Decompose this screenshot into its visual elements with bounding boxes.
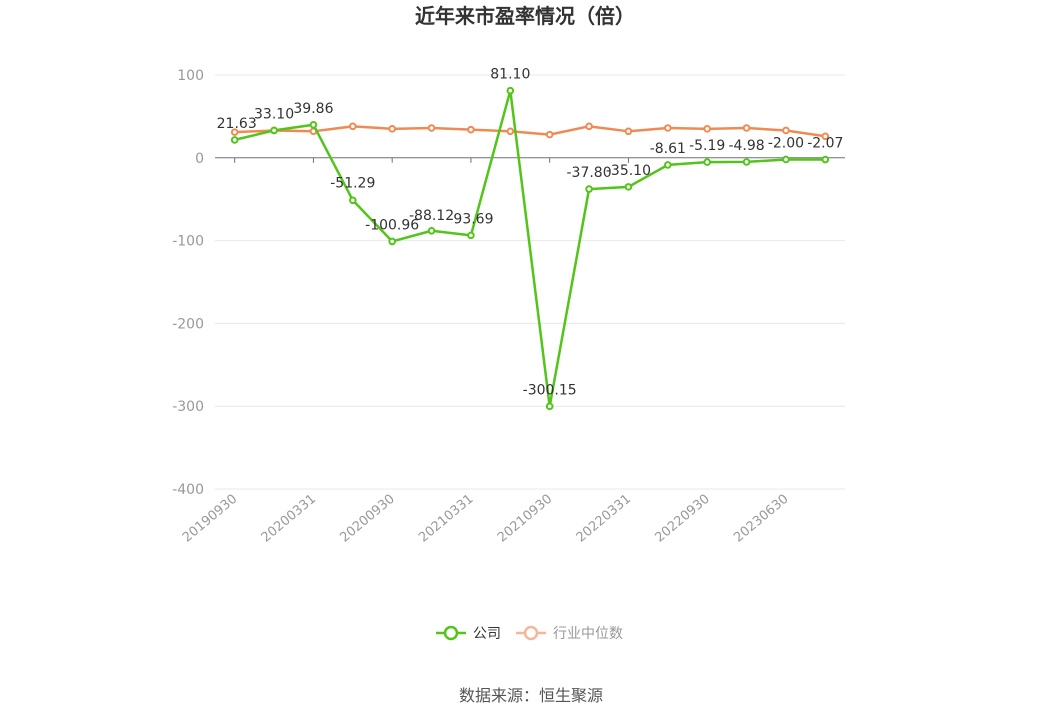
industry-median-point[interactable] xyxy=(506,127,515,136)
data-label: -300.15 xyxy=(523,382,577,398)
x-tick-label: 20200331 xyxy=(259,492,319,546)
company-point[interactable] xyxy=(427,226,436,235)
data-label: 33.10 xyxy=(254,106,294,122)
legend-median-label[interactable]: 行业中位数 xyxy=(553,626,623,642)
company-point[interactable] xyxy=(506,86,515,95)
industry-median-point[interactable] xyxy=(585,122,593,131)
legend-median-marker[interactable] xyxy=(523,625,539,641)
company-point[interactable] xyxy=(742,158,751,166)
company-point[interactable] xyxy=(349,196,357,205)
company-point[interactable] xyxy=(821,155,830,164)
y-tick-label: 0 xyxy=(195,151,204,167)
data-label: -93.69 xyxy=(448,211,493,227)
company-point[interactable] xyxy=(309,120,318,129)
x-tick-label: 20220930 xyxy=(652,492,712,546)
x-axis: 20190930 20200331 20200930 20210331 20210930… xyxy=(180,492,792,546)
company-point[interactable] xyxy=(585,185,593,193)
company-point[interactable] xyxy=(703,158,711,166)
industry-median-point[interactable] xyxy=(742,124,751,132)
industry-median-point[interactable] xyxy=(388,125,396,133)
x-tick-label: 20210930 xyxy=(495,492,555,546)
industry-median-point[interactable] xyxy=(821,132,830,141)
y-axis: 100 0 -100 -200 -300 -400 xyxy=(172,68,204,498)
y-tick-label: -100 xyxy=(172,234,204,250)
y-tick-label: -400 xyxy=(172,482,204,498)
company-line xyxy=(234,89,826,408)
data-label: -4.98 xyxy=(728,138,764,154)
industry-median-line xyxy=(234,125,826,138)
y-tick-label: 100 xyxy=(177,68,204,84)
x-tick-label: 20220331 xyxy=(574,492,634,546)
industry-median-point[interactable] xyxy=(230,128,239,136)
x-tick-label: 20230630 xyxy=(731,492,791,546)
data-label: -37.80 xyxy=(566,165,611,181)
legend-company-marker[interactable] xyxy=(443,625,459,641)
y-tick-label: -300 xyxy=(172,399,204,415)
data-label: 39.86 xyxy=(293,101,333,117)
industry-median-point[interactable] xyxy=(545,130,554,139)
data-label: -35.10 xyxy=(606,163,651,179)
company-point[interactable] xyxy=(230,136,239,144)
industry-median-point[interactable] xyxy=(703,125,711,133)
data-label: 81.10 xyxy=(490,67,530,83)
data-label: 21.63 xyxy=(217,116,257,132)
company-point[interactable] xyxy=(545,402,554,411)
industry-median-point[interactable] xyxy=(467,125,475,134)
data-label: -2.00 xyxy=(768,135,804,151)
data-label: -100.96 xyxy=(365,217,419,233)
industry-median-point[interactable] xyxy=(624,127,633,136)
company-point[interactable] xyxy=(388,237,396,246)
x-tick-label: 20200930 xyxy=(337,492,397,546)
legend-company-label[interactable]: 公司 xyxy=(473,626,501,642)
data-label: -2.07 xyxy=(807,136,843,152)
industry-median-point[interactable] xyxy=(427,124,436,132)
data-label: -8.61 xyxy=(650,141,686,157)
company-point[interactable] xyxy=(782,155,790,164)
data-source: 数据来源：恒生聚源 xyxy=(459,686,603,705)
company-point[interactable] xyxy=(467,231,475,240)
series-layer xyxy=(230,86,830,411)
legend[interactable]: 公司 行业中位数 xyxy=(436,625,623,642)
industry-median-point[interactable] xyxy=(782,126,790,135)
company-point[interactable] xyxy=(270,126,278,135)
company-point[interactable] xyxy=(664,161,672,169)
x-tick-label: 20210331 xyxy=(416,492,476,546)
data-label: -5.19 xyxy=(689,138,725,154)
data-label: -51.29 xyxy=(330,175,375,191)
company-point[interactable] xyxy=(624,183,633,191)
y-tick-label: -200 xyxy=(172,316,204,332)
data-label: -88.12 xyxy=(409,208,454,224)
x-tick-label: 20190930 xyxy=(180,492,240,546)
industry-median-point[interactable] xyxy=(664,124,672,132)
chart-title: 近年来市盈率情况（倍） xyxy=(415,4,635,28)
industry-median-point[interactable] xyxy=(349,122,357,131)
